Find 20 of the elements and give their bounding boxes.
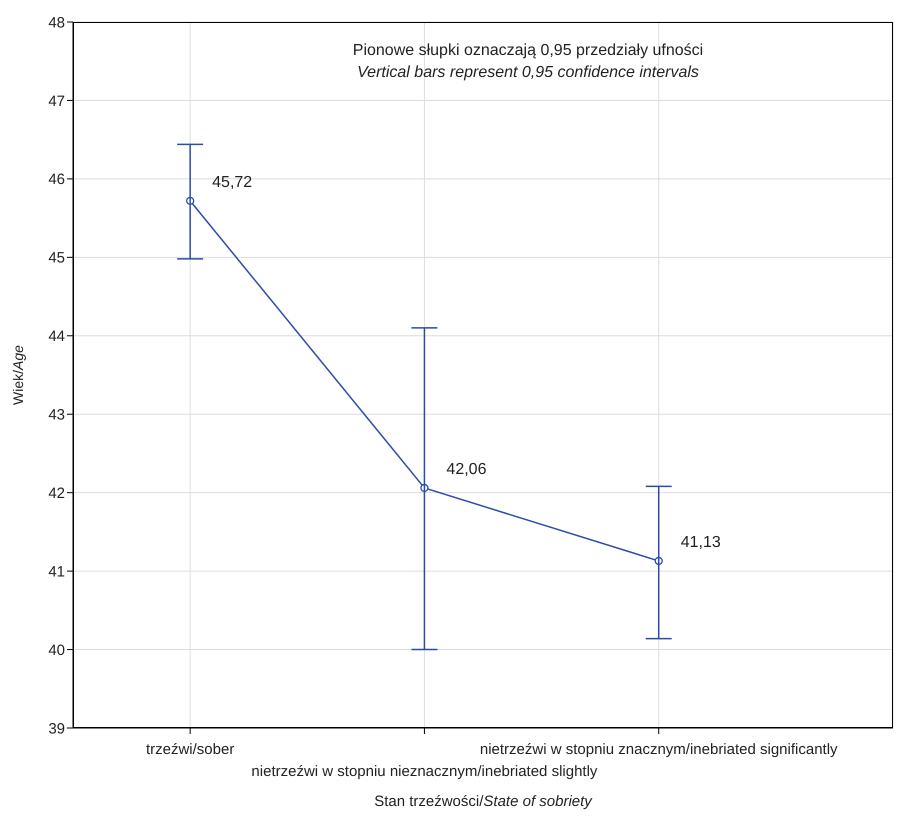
y-tick-label: 42 (48, 484, 65, 502)
data-label: 41,13 (680, 534, 721, 551)
y-tick-label: 46 (48, 171, 65, 188)
x-tick-label: nietrzeźwi w stopniu znacznym/inebriated significantly (480, 741, 838, 758)
y-tick-label: 47 (48, 92, 65, 110)
data-label: 42,06 (446, 460, 487, 478)
y-tick-label: 39 (48, 720, 65, 738)
data-label: 45,72 (212, 174, 252, 191)
x-tick-label: trzeźwi/sober (146, 741, 234, 758)
y-tick-label: 48 (48, 14, 65, 32)
y-tick-label: 45 (48, 250, 65, 267)
annotation: Vertical bars represent 0,95 confidence intervals (356, 63, 700, 83)
y-tick-label: 40 (48, 642, 65, 659)
y-tick-label: 44 (48, 328, 65, 346)
y-axis-title: Wiek/Age (10, 345, 26, 405)
x-axis-title: Stan trzeźwości/State of sobriety (374, 793, 592, 810)
x-tick-label: nietrzeźwi w stopniu nieznacznym/inebriated slightly (251, 763, 598, 780)
y-tick-label: 41 (48, 563, 65, 580)
annotation: Pionowe słupki oznaczają 0,95 przedziały ufności (352, 41, 704, 61)
y-tick-label: 43 (48, 406, 65, 424)
